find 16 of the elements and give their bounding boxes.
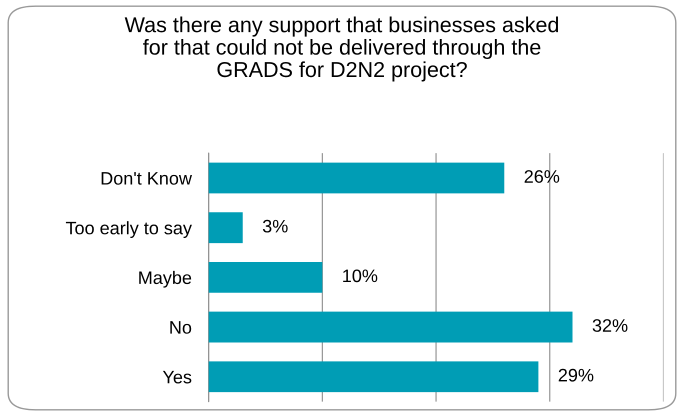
y-tick-label: Too early to say — [66, 221, 192, 238]
data-label: 26% — [524, 170, 560, 183]
bar — [208, 312, 573, 342]
y-tick-label: Maybe — [139, 270, 192, 288]
data-label: 10% — [343, 269, 378, 282]
bar — [208, 212, 243, 244]
data-label: 29% — [558, 368, 594, 382]
bar — [208, 162, 504, 194]
data-label: 3% — [262, 220, 288, 233]
bar — [208, 262, 322, 293]
bar — [208, 361, 538, 392]
y-tick-label: Yes — [162, 370, 192, 384]
data-label: 32% — [592, 319, 628, 332]
y-tick-label: No — [170, 321, 192, 334]
chart-title: Was there any support that businesses asked for that could not be delivered through the GRADS for D2N2 project? — [124, 16, 558, 82]
y-tick-label: Don't Know — [102, 172, 192, 185]
